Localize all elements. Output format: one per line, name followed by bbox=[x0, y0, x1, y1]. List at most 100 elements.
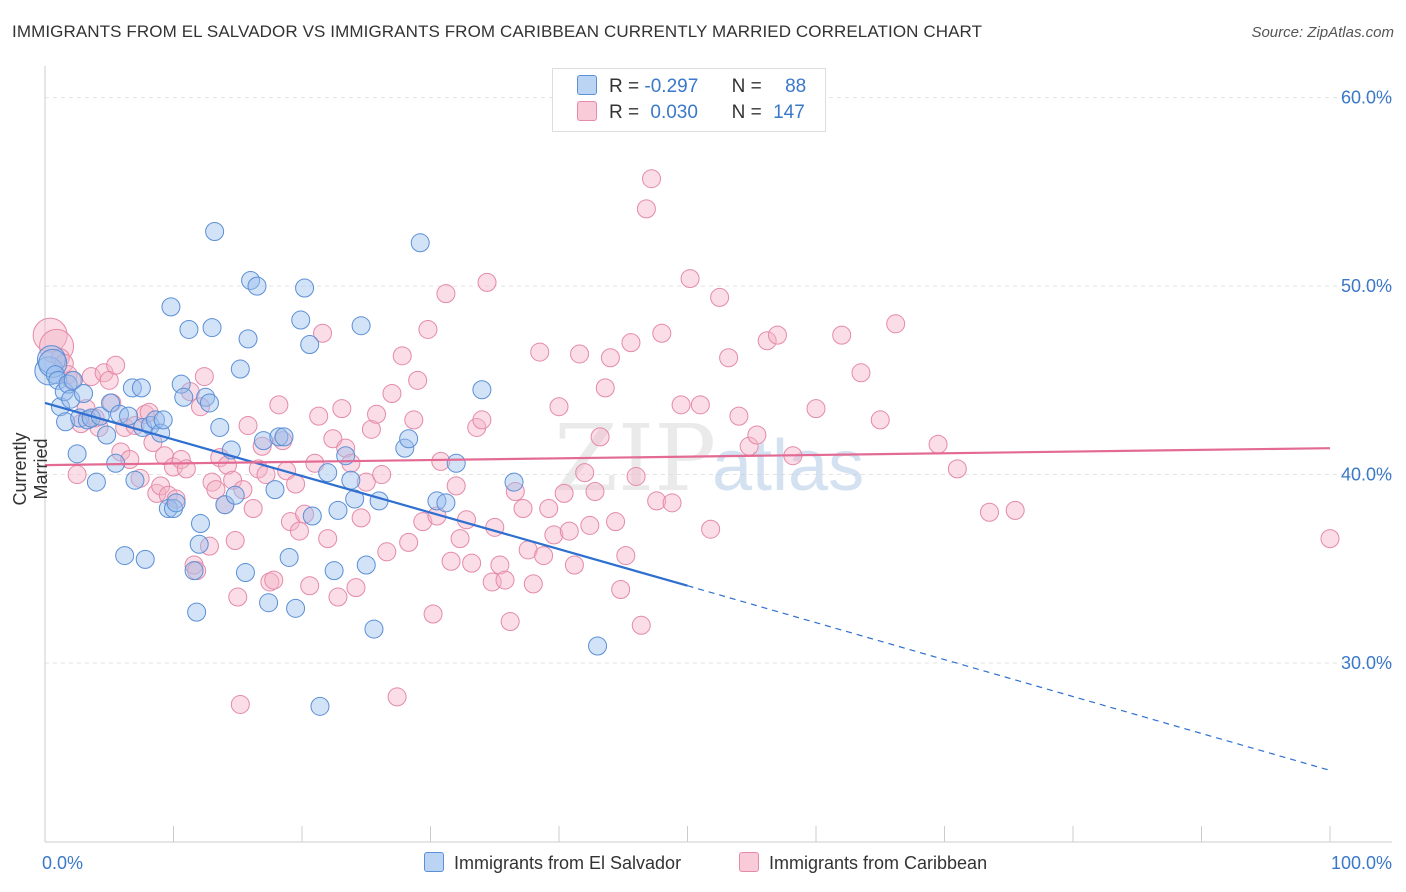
caribbean-point bbox=[621, 333, 641, 353]
caribbean-point bbox=[979, 502, 999, 522]
caribbean-point bbox=[570, 344, 590, 364]
el-salvador-point bbox=[196, 387, 216, 407]
el-salvador-point bbox=[61, 389, 81, 409]
caribbean-point bbox=[947, 459, 967, 479]
caribbean-point bbox=[611, 579, 631, 599]
caribbean-point bbox=[595, 378, 615, 398]
r-label: R = bbox=[609, 76, 640, 97]
caribbean-point bbox=[387, 687, 407, 707]
el-salvador-point bbox=[364, 619, 384, 639]
y-tick-label: 40.0% bbox=[1341, 465, 1392, 485]
el-salvador-point bbox=[279, 547, 299, 567]
el-salvador-point bbox=[274, 427, 294, 447]
caribbean-point bbox=[269, 395, 289, 415]
n-value: 88 bbox=[785, 76, 807, 97]
stats-legend: R = -0.297 N = 88 R = 0.030 N = 147 bbox=[552, 68, 826, 132]
el-salvador-point bbox=[74, 384, 94, 404]
legend-item-el-salvador: Immigrants from El Salvador bbox=[424, 852, 681, 874]
el-salvador-point bbox=[210, 417, 230, 437]
caribbean-point bbox=[413, 512, 433, 532]
el-salvador-point bbox=[328, 500, 348, 520]
caribbean-point bbox=[513, 498, 533, 518]
caribbean-point bbox=[404, 410, 424, 430]
el-salvador-point bbox=[395, 438, 415, 458]
caribbean-point bbox=[332, 399, 352, 419]
legend-label: Immigrants from Caribbean bbox=[769, 853, 988, 873]
caribbean-point bbox=[631, 615, 651, 635]
caribbean-trend-line bbox=[44, 447, 1331, 467]
legend-item-caribbean: Immigrants from Caribbean bbox=[739, 852, 987, 874]
caribbean-point bbox=[539, 498, 559, 518]
caribbean-point bbox=[472, 410, 492, 430]
watermark: ZIP atlas bbox=[554, 405, 864, 512]
caribbean-point bbox=[636, 199, 656, 219]
y-tick-label: 60.0% bbox=[1341, 88, 1392, 108]
caribbean-point bbox=[626, 466, 646, 486]
caribbean-point bbox=[710, 287, 730, 307]
el-salvador-point bbox=[97, 425, 117, 445]
el-salvador-point bbox=[86, 472, 106, 492]
caribbean-point bbox=[450, 529, 470, 549]
el-salvador-point bbox=[161, 297, 181, 317]
caribbean-point bbox=[351, 508, 371, 528]
caribbean-point bbox=[309, 406, 329, 426]
caribbean-point bbox=[81, 367, 101, 387]
el-salvador-trend-line bbox=[44, 401, 688, 587]
caribbean-point bbox=[1005, 500, 1025, 520]
caribbean-point bbox=[194, 367, 214, 387]
el-salvador-point bbox=[324, 561, 344, 581]
el-salvador-point bbox=[259, 593, 279, 613]
caribbean-point bbox=[367, 404, 387, 424]
el-salvador-point bbox=[238, 329, 258, 349]
caribbean-point bbox=[505, 482, 525, 502]
el-salvador-point bbox=[269, 427, 289, 447]
caribbean-point bbox=[590, 427, 610, 447]
trend-lines bbox=[44, 401, 1331, 771]
el-salvador-point bbox=[265, 480, 285, 500]
watermark-atlas: atlas bbox=[712, 426, 864, 506]
el-salvador-point bbox=[63, 370, 83, 390]
el-salvador-point bbox=[300, 335, 320, 355]
el-salvador-point bbox=[115, 546, 135, 566]
y-tick-label: 30.0% bbox=[1341, 653, 1392, 673]
n-label: N = bbox=[731, 102, 762, 123]
caribbean-point bbox=[747, 425, 767, 445]
n-value: 147 bbox=[773, 102, 805, 123]
tick-labels: 30.0% 40.0% 50.0% 60.0% 0.0% 100.0% bbox=[42, 88, 1392, 873]
el-salvador-point bbox=[189, 534, 209, 554]
el-salvador-legend-swatch bbox=[424, 852, 444, 872]
caribbean-point bbox=[206, 480, 226, 500]
el-salvador-point bbox=[174, 387, 194, 407]
el-salvador-point bbox=[446, 453, 466, 473]
el-salvador-point bbox=[369, 491, 389, 511]
axes bbox=[44, 66, 1392, 843]
caribbean-point bbox=[564, 555, 584, 575]
caribbean-point bbox=[616, 546, 636, 566]
caribbean-point bbox=[544, 525, 564, 545]
el-salvador-point bbox=[253, 431, 273, 451]
caribbean-point bbox=[71, 414, 91, 434]
el-salvador-point bbox=[302, 506, 322, 526]
caribbean-point bbox=[456, 510, 476, 530]
caribbean-point bbox=[534, 546, 554, 566]
el-salvador-point bbox=[140, 416, 160, 436]
caribbean-point bbox=[151, 476, 171, 496]
caribbean-point bbox=[662, 493, 682, 513]
caribbean-point bbox=[1320, 529, 1340, 549]
caribbean-point bbox=[701, 519, 721, 539]
el-salvador-point bbox=[351, 316, 371, 336]
caribbean-point bbox=[418, 319, 438, 339]
caribbean-point bbox=[575, 463, 595, 483]
r-value: 0.030 bbox=[650, 102, 698, 123]
caribbean-point bbox=[356, 472, 376, 492]
el-salvador-point bbox=[295, 278, 315, 298]
caribbean-point bbox=[870, 410, 890, 430]
caribbean-point bbox=[346, 578, 366, 598]
caribbean-point bbox=[323, 429, 343, 449]
caribbean-point bbox=[225, 531, 245, 551]
caribbean-point bbox=[372, 465, 392, 485]
r-value: -0.297 bbox=[644, 76, 699, 97]
el-salvador-point bbox=[187, 602, 207, 622]
caribbean-point bbox=[228, 587, 248, 607]
x-tick-label: 100.0% bbox=[1331, 853, 1392, 873]
